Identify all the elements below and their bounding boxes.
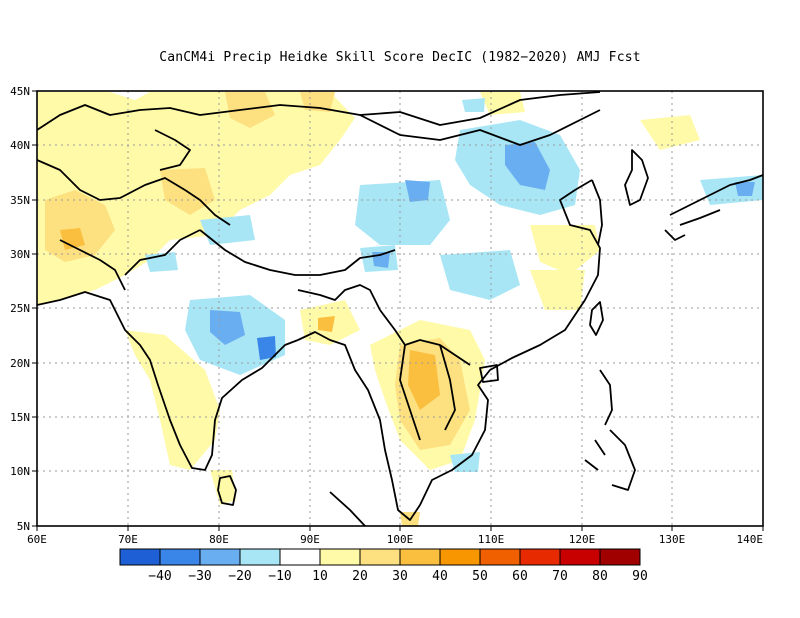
latitude-labels: 45N 40N 35N 30N 25N 20N 15N 10N 5N [10,85,30,533]
lon-tick-label: 70E [118,533,138,546]
hainan [479,364,499,383]
skill-patch [210,470,236,505]
colorbar-swatch [559,548,601,566]
lon-tick-label: 80E [209,533,229,546]
skill-patch [735,182,755,196]
colorbar-swatch [159,548,201,566]
japan-coast [664,174,763,241]
skill-patch [530,270,585,310]
northern-border [37,91,601,131]
skill-patch [60,228,85,250]
lat-tick-label: 45N [10,85,30,98]
central-asia-borders [37,129,231,291]
lat-tick-label: 15N [10,411,30,424]
lon-tick-label: 140E [737,533,764,546]
colorbar-swatch [599,548,641,566]
colorbar-swatch [319,548,361,566]
lat-tick-label: 20N [10,357,30,370]
colorbar-label: 10 [312,569,328,584]
lon-tick-label: 110E [478,533,505,546]
skill-patch [530,225,600,275]
map-gridlines [37,91,763,526]
korea-coast [624,149,649,206]
lat-tick-label: 25N [10,302,30,315]
longitude-labels: 60E 70E 80E 90E 100E 110E 120E 130E 140E [27,533,763,546]
colorbar-swatch [279,548,321,566]
colorbar-label: 90 [632,569,648,584]
indochina-borders [379,309,471,441]
skill-patch [210,310,245,345]
lon-tick-label: 100E [387,533,414,546]
colorbar-swatch [119,548,161,566]
skill-patch [408,350,440,410]
colorbar-swatch [359,548,401,566]
skill-patch [640,115,700,150]
lat-tick-label: 35N [10,194,30,207]
skill-patch [480,92,525,115]
colorbar-label: −10 [268,569,291,584]
colorbar-swatch [479,548,521,566]
colorbar-label: 50 [472,569,488,584]
colorbar-swatch [519,548,561,566]
colorbar-swatch [439,548,481,566]
skill-patch [45,190,115,262]
skill-patch [225,92,275,128]
colorbar-label: 60 [512,569,528,584]
sumatra-tip [329,491,366,526]
lat-tick-label: 30N [10,248,30,261]
map-title: CanCM4i Precip Heidke Skill Score DecIC … [159,50,641,65]
philippines [584,369,636,491]
skill-patch [462,98,485,112]
colorbar-label: 30 [392,569,408,584]
axis-ticks [32,90,764,531]
skill-patch [405,180,430,202]
india-coastline [37,291,299,471]
china-east-coast [591,179,603,246]
colorbar-label: 40 [432,569,448,584]
sri-lanka [217,475,237,506]
colorbar: −40 −30 −20 −10 10 20 30 40 50 60 70 80 90 [119,548,648,584]
lat-tick-label: 5N [17,520,30,533]
skill-patch [505,142,550,190]
coastlines [37,91,763,526]
skill-patch [200,215,255,245]
skill-patch [318,316,335,332]
lon-tick-label: 130E [659,533,686,546]
colorbar-label: 20 [352,569,368,584]
colorbar-swatch [239,548,281,566]
lat-tick-label: 40N [10,139,30,152]
colorbar-swatch [399,548,441,566]
skill-patch [355,180,450,245]
skill-patch [440,250,520,300]
colorbar-label: 70 [552,569,568,584]
skill-patch [257,336,276,360]
skill-patch [125,330,220,470]
mongolia-border [359,109,601,146]
colorbar-label: 80 [592,569,608,584]
colorbar-swatch [199,548,241,566]
lon-tick-label: 90E [300,533,320,546]
colorbar-label: −30 [188,569,211,584]
lat-tick-label: 10N [10,465,30,478]
himalaya-border [199,229,396,311]
colorbar-label: −20 [228,569,251,584]
taiwan [589,301,604,336]
lon-tick-label: 60E [27,533,47,546]
colorbar-label: −40 [148,569,171,584]
lon-tick-label: 120E [569,533,596,546]
